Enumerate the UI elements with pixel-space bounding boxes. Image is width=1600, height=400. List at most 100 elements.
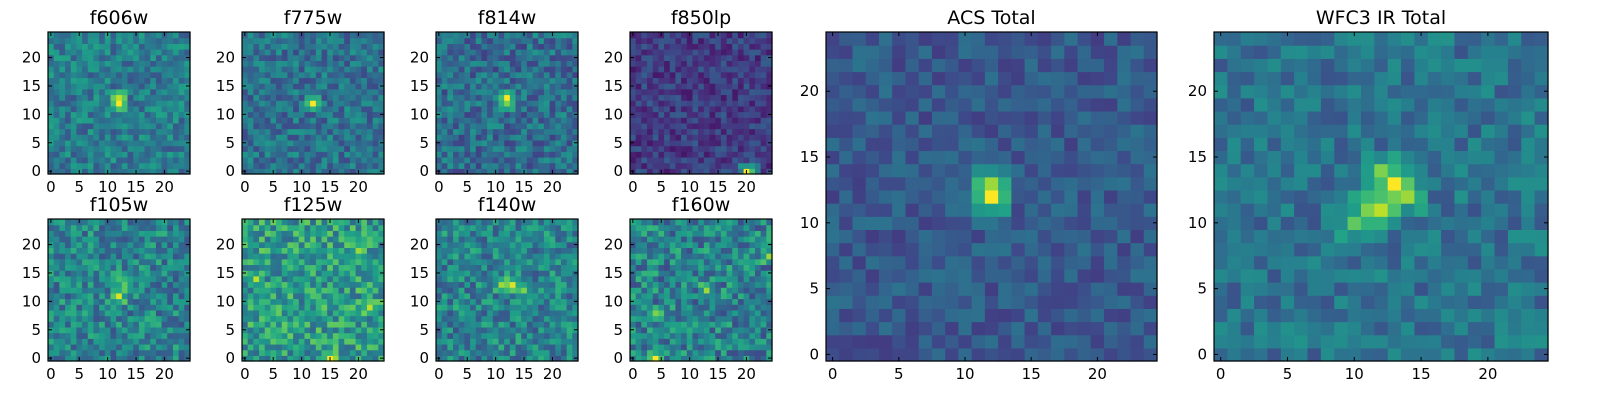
heatmap-cell (65, 298, 72, 305)
heatmap-cell (754, 168, 762, 175)
heatmap-cell (549, 281, 556, 288)
heatmap-cell (555, 145, 562, 152)
heatmap-cell (259, 162, 266, 169)
heatmap-cell (509, 321, 517, 328)
heatmap-cell (287, 71, 294, 79)
heatmap-cell (543, 275, 551, 283)
heatmap-cell (253, 83, 260, 90)
heatmap-cell (658, 111, 665, 118)
heatmap-cell (749, 326, 756, 334)
heatmap-cell (304, 309, 311, 317)
heatmap-cell (447, 43, 454, 50)
heatmap-cell (538, 264, 545, 271)
heatmap-cell (372, 139, 379, 147)
heatmap-cell (754, 105, 762, 113)
heatmap-cell (87, 224, 95, 231)
heatmap-cell (566, 32, 573, 39)
heatmap-cell (150, 105, 157, 113)
heatmap-cell (332, 230, 340, 237)
heatmap-cell (53, 37, 60, 44)
heatmap-cell (150, 83, 157, 90)
heatmap-cell (572, 66, 579, 73)
heatmap-cell (133, 162, 140, 169)
heatmap-cell (76, 298, 83, 305)
heatmap-cell (509, 32, 517, 39)
heatmap-cell (327, 247, 334, 254)
heatmap-cell (104, 224, 112, 231)
heatmap-cell (498, 100, 505, 107)
heatmap-cell (715, 298, 722, 305)
heatmap-cell (372, 105, 379, 113)
heatmap-cell (532, 66, 539, 73)
heatmap-cell (635, 309, 642, 317)
heatmap-cell (178, 60, 185, 67)
heatmap-cell (110, 326, 117, 334)
heatmap-cell (321, 309, 328, 317)
heatmap-cell (664, 281, 671, 288)
heatmap-cell (720, 77, 728, 84)
heatmap-cell (709, 304, 716, 311)
heatmap-cell (65, 349, 72, 356)
heatmap-cell (664, 355, 671, 362)
heatmap-cell (121, 49, 129, 56)
heatmap-cell (732, 349, 739, 356)
heatmap-cell (178, 292, 185, 300)
heatmap-cell (355, 258, 362, 266)
heatmap-cell (332, 94, 340, 101)
heatmap-cell (104, 100, 112, 107)
heatmap-cell (647, 168, 654, 175)
heatmap-cell (743, 111, 750, 118)
heatmap-cell (726, 162, 733, 169)
heatmap-cell (686, 315, 694, 322)
heatmap-cell (127, 66, 134, 73)
heatmap-cell (65, 224, 72, 231)
heatmap-cell (133, 77, 140, 84)
heatmap-cell (521, 37, 528, 44)
heatmap-cell (338, 88, 345, 96)
heatmap-cell (76, 275, 83, 283)
heatmap-cell (458, 43, 465, 50)
heatmap-cell (532, 37, 539, 44)
heatmap-cell (144, 32, 151, 39)
heatmap-cell (338, 247, 345, 254)
heatmap-cell (572, 77, 579, 84)
heatmap-cell (161, 60, 168, 67)
heatmap-cell (560, 270, 568, 277)
heatmap-cell (498, 49, 505, 56)
heatmap-cell (732, 100, 739, 107)
heatmap-cell (453, 326, 460, 334)
heatmap-cell (521, 151, 528, 158)
heatmap-cell (509, 298, 517, 305)
heatmap-cell (698, 94, 705, 101)
heatmap-cell (526, 71, 534, 79)
heatmap-cell (664, 94, 671, 101)
heatmap-cell (720, 281, 728, 288)
heatmap-cell (538, 253, 545, 260)
heatmap-cell (630, 117, 637, 124)
heatmap-cell (526, 134, 534, 141)
heatmap-cell (572, 343, 579, 351)
heatmap-cell (104, 77, 112, 84)
heatmap-cell (760, 162, 767, 169)
heatmap-cell (487, 60, 494, 67)
heatmap-cell (504, 253, 511, 260)
heatmap-cell (59, 309, 66, 317)
heatmap-cell (270, 224, 277, 231)
heatmap-cell (172, 88, 180, 96)
heatmap-cell (549, 49, 556, 56)
heatmap-cell (566, 49, 573, 56)
heatmap-cell (70, 332, 77, 339)
heatmap-cell (566, 253, 573, 260)
heatmap-cell (692, 139, 699, 147)
heatmap-cell (155, 100, 163, 107)
heatmap-cell (332, 298, 340, 305)
heatmap-cell (172, 77, 180, 84)
heatmap-cell (658, 162, 665, 169)
heatmap-cell (681, 117, 688, 124)
heatmap-cell (726, 338, 733, 345)
heatmap-cell (441, 71, 448, 79)
heatmap-cell (754, 122, 762, 130)
heatmap-cell (737, 128, 745, 135)
heatmap-cell (172, 224, 180, 231)
heatmap-cell (82, 258, 89, 266)
